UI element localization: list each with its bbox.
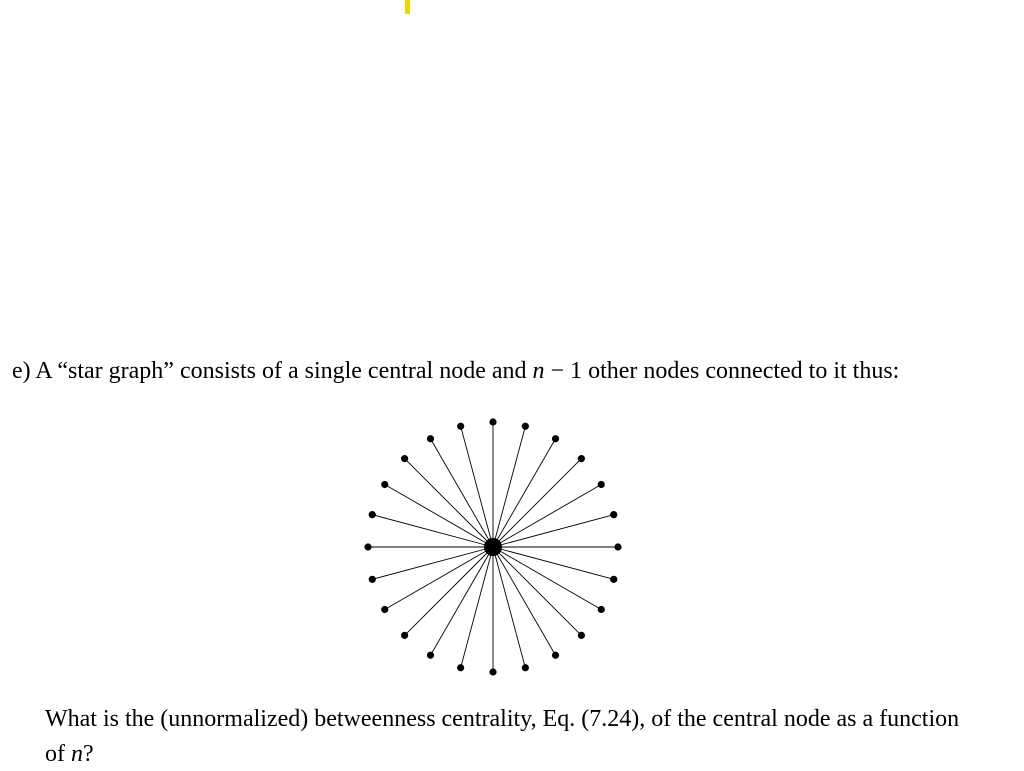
edge bbox=[493, 439, 556, 547]
outer-node bbox=[381, 606, 388, 613]
page: e) A “star graph” consists of a single c… bbox=[0, 0, 1024, 771]
edge bbox=[461, 426, 493, 547]
math-n-2: n bbox=[71, 741, 83, 767]
outer-node bbox=[552, 435, 559, 442]
outer-node bbox=[614, 543, 621, 550]
edge bbox=[385, 547, 493, 610]
edge bbox=[372, 515, 493, 547]
prompt-text-pre: A “star graph” consists of a single cent… bbox=[35, 358, 532, 384]
edge bbox=[405, 547, 493, 635]
edge bbox=[493, 459, 581, 547]
outer-node bbox=[598, 481, 605, 488]
edge bbox=[493, 426, 525, 547]
followup-post: ? bbox=[83, 741, 94, 767]
edge bbox=[493, 547, 525, 668]
outer-node bbox=[401, 455, 408, 462]
highlight-mark bbox=[405, 0, 410, 14]
edge bbox=[431, 547, 494, 655]
edge bbox=[493, 547, 556, 655]
outer-node bbox=[381, 481, 388, 488]
outer-node bbox=[598, 606, 605, 613]
edge bbox=[493, 547, 614, 579]
item-label: e) bbox=[12, 358, 31, 384]
edge bbox=[493, 547, 581, 635]
outer-node bbox=[369, 511, 376, 518]
outer-node bbox=[369, 576, 376, 583]
edge bbox=[461, 547, 493, 668]
star-graph-svg bbox=[362, 416, 624, 678]
followup-pre: What is the (unnormalized) betweenness c… bbox=[45, 706, 959, 767]
outer-node bbox=[427, 435, 434, 442]
outer-node bbox=[401, 632, 408, 639]
edge bbox=[405, 459, 493, 547]
center-node bbox=[484, 538, 502, 556]
math-n-1: n bbox=[533, 358, 545, 384]
outer-node bbox=[522, 664, 529, 671]
question-e-prompt: e) A “star graph” consists of a single c… bbox=[12, 354, 972, 389]
edge bbox=[493, 547, 601, 610]
edge bbox=[493, 485, 601, 548]
outer-node bbox=[489, 668, 496, 675]
edge bbox=[493, 515, 614, 547]
outer-node bbox=[578, 632, 585, 639]
outer-node bbox=[522, 423, 529, 430]
outer-node bbox=[457, 664, 464, 671]
outer-node bbox=[427, 652, 434, 659]
edge bbox=[385, 485, 493, 548]
outer-node bbox=[610, 576, 617, 583]
outer-node bbox=[489, 418, 496, 425]
outer-node bbox=[610, 511, 617, 518]
prompt-minus: − 1 bbox=[545, 358, 589, 384]
edge bbox=[431, 439, 494, 547]
outer-node bbox=[364, 543, 371, 550]
question-e-followup: What is the (unnormalized) betweenness c… bbox=[45, 702, 985, 771]
outer-node bbox=[457, 423, 464, 430]
outer-node bbox=[552, 652, 559, 659]
outer-node bbox=[578, 455, 585, 462]
edge bbox=[372, 547, 493, 579]
star-graph-diagram bbox=[362, 416, 624, 678]
prompt-text-post: other nodes connected to it thus: bbox=[588, 358, 899, 384]
